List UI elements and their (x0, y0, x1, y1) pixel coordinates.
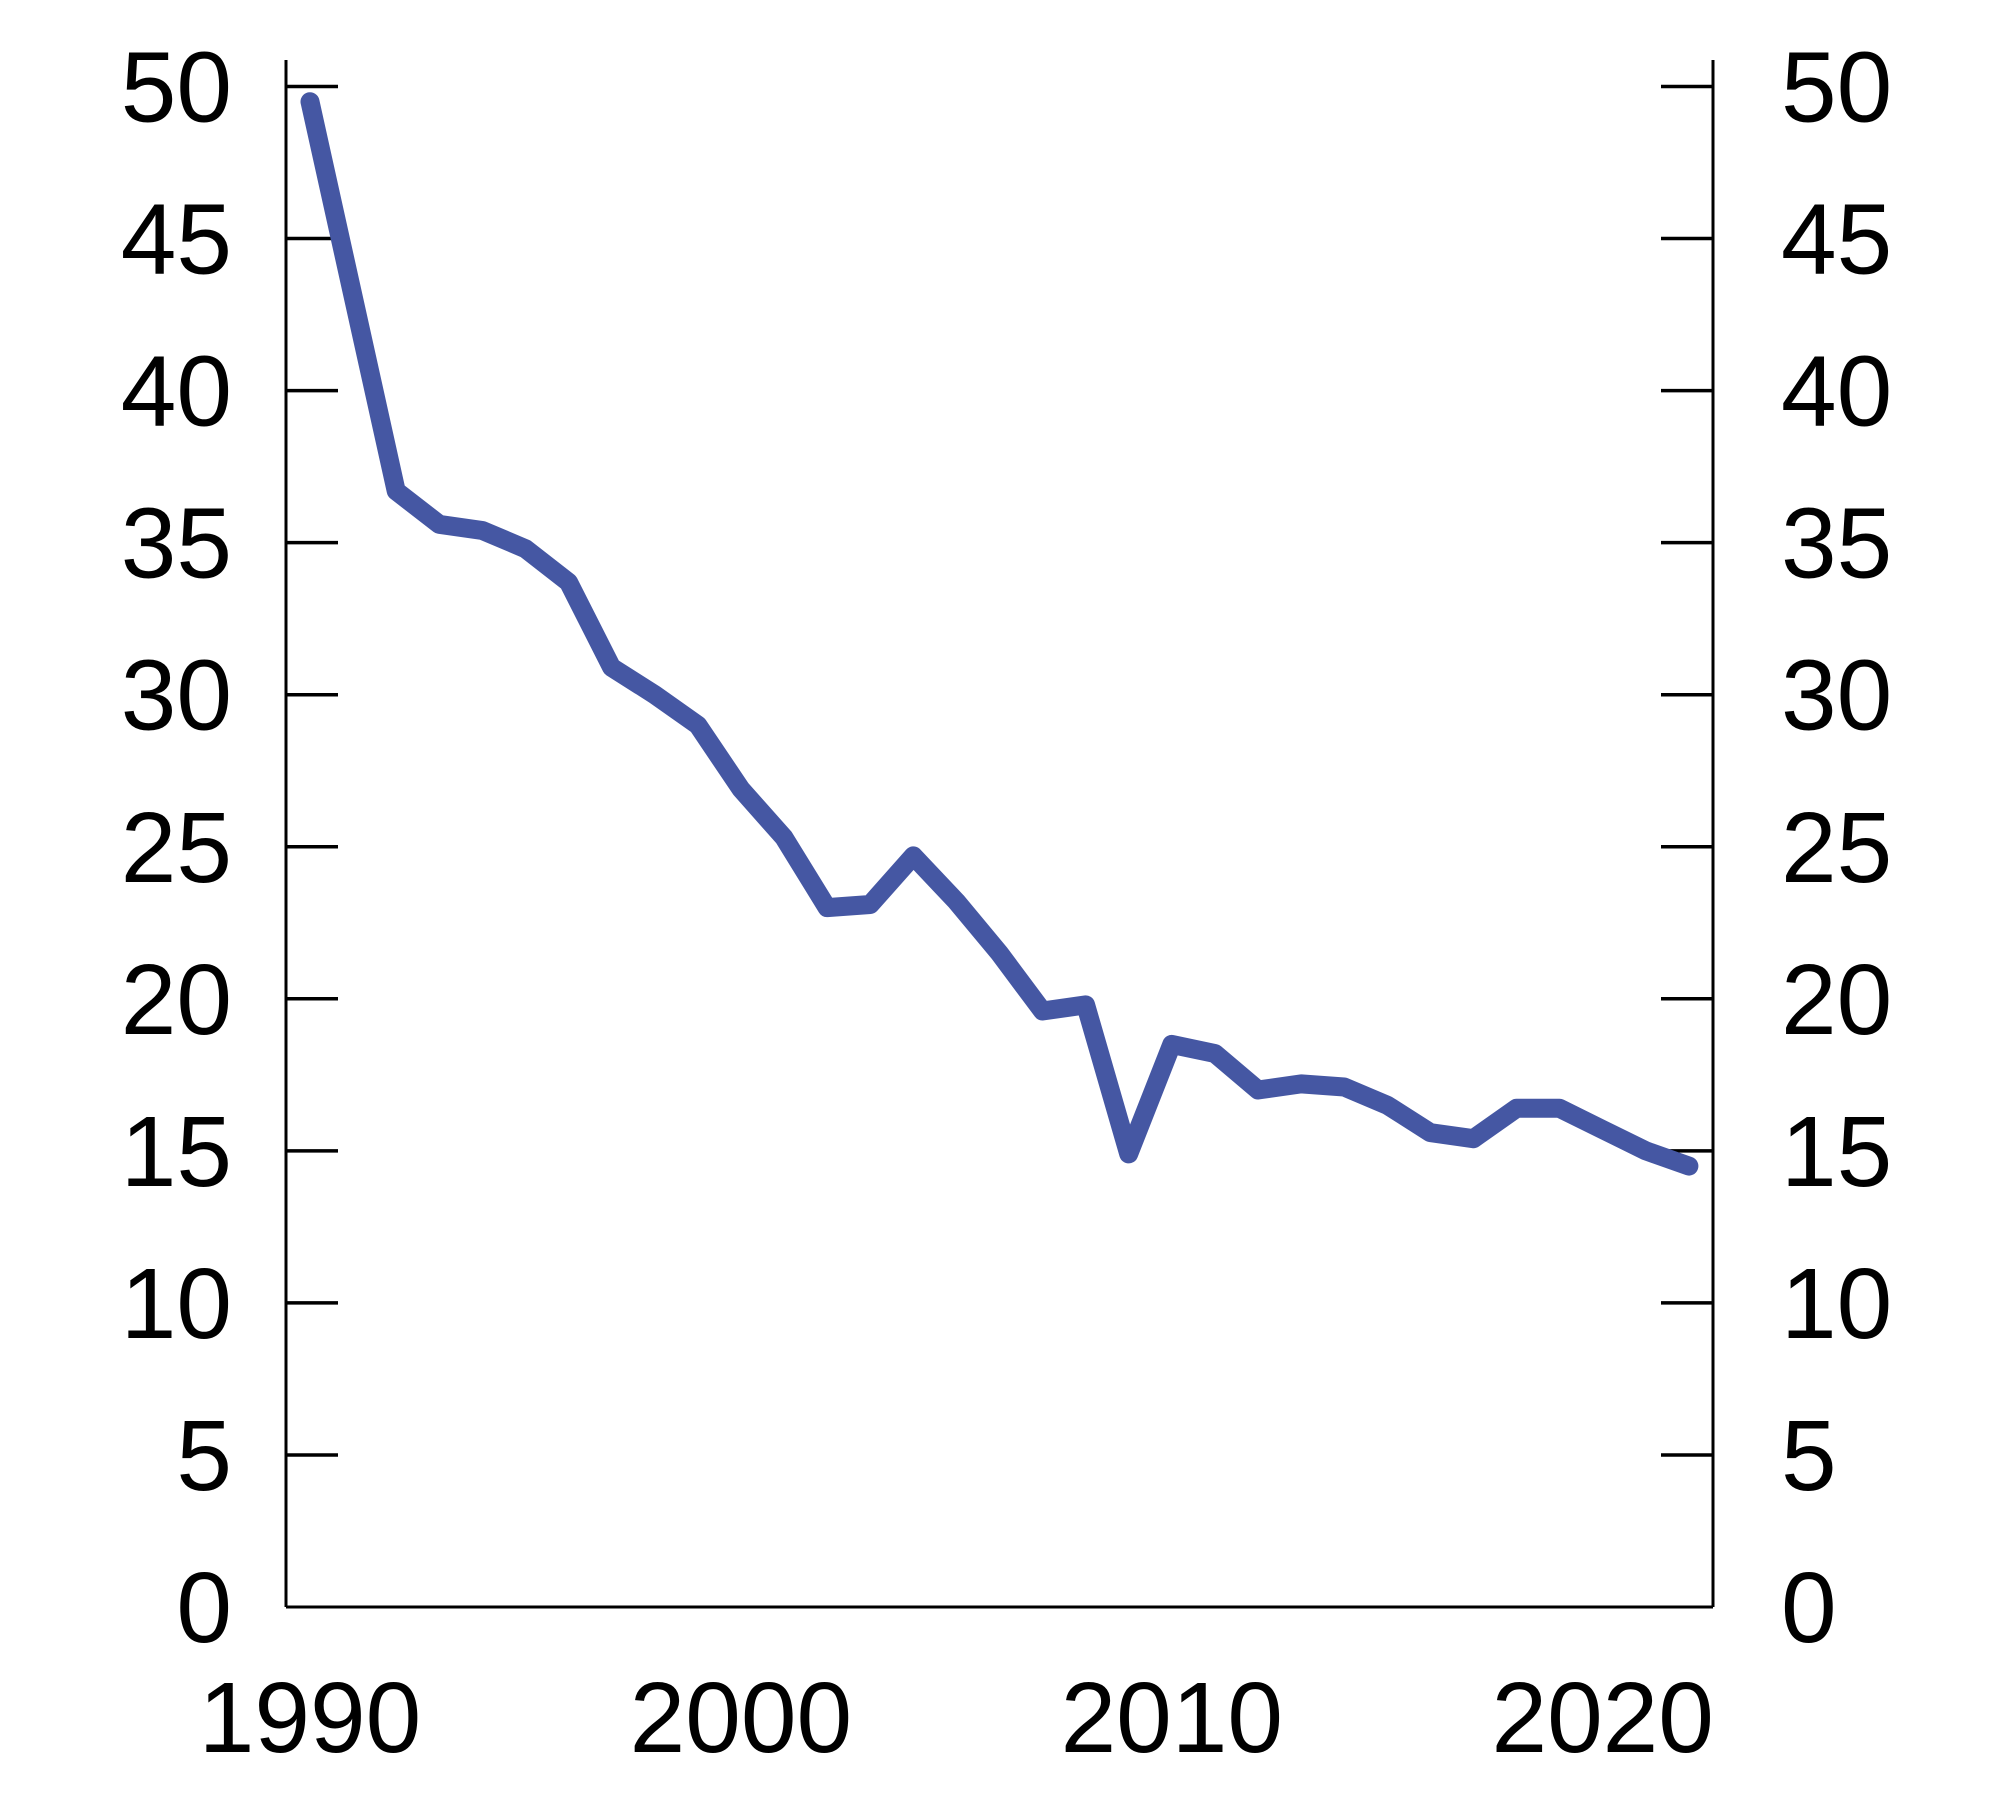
y-tick-label-right: 0 (1781, 1552, 1837, 1664)
y-tick-label-left: 50 (121, 32, 232, 144)
x-tick-label: 2020 (1491, 1662, 1713, 1774)
x-tick-labels: 1990 2000 2010 2020 (199, 1662, 1714, 1774)
x-tick-label: 2010 (1061, 1662, 1283, 1774)
y-ticks-left (286, 84, 338, 1457)
y-tick-label-right: 20 (1781, 944, 1892, 1056)
y-tick-labels-right: 0 5 10 15 20 25 30 35 40 45 50 (1781, 32, 1892, 1665)
y-tick-label-right: 40 (1781, 336, 1892, 448)
y-tick-label-left: 15 (121, 1096, 232, 1208)
y-tick-label-left: 40 (121, 336, 232, 448)
x-tick-label: 2000 (630, 1662, 852, 1774)
y-tick-label-right: 15 (1781, 1096, 1892, 1208)
y-tick-label-left: 10 (121, 1248, 232, 1360)
y-tick-label-right: 5 (1781, 1400, 1837, 1512)
y-tick-label-right: 30 (1781, 640, 1892, 752)
y-tick-label-right: 50 (1781, 32, 1892, 144)
x-tick-label: 1990 (199, 1662, 421, 1774)
y-tick-label-right: 45 (1781, 184, 1892, 296)
data-series (300, 92, 1699, 1176)
data-line (300, 92, 1699, 1176)
y-tick-label-right: 35 (1781, 488, 1892, 600)
y-tick-label-left: 20 (121, 944, 232, 1056)
y-tick-label-right: 10 (1781, 1248, 1892, 1360)
y-tick-label-right: 25 (1781, 792, 1892, 904)
y-ticks-right (1661, 84, 1713, 1457)
y-tick-label-left: 30 (121, 640, 232, 752)
y-tick-label-left: 5 (176, 1400, 232, 1512)
y-tick-label-left: 45 (121, 184, 232, 296)
y-tick-label-left: 0 (176, 1552, 232, 1664)
axes (284, 60, 1715, 1609)
y-tick-labels-left: 0 5 10 15 20 25 30 35 40 45 50 (121, 32, 232, 1665)
y-tick-label-left: 35 (121, 488, 232, 600)
y-tick-label-left: 25 (121, 792, 232, 904)
